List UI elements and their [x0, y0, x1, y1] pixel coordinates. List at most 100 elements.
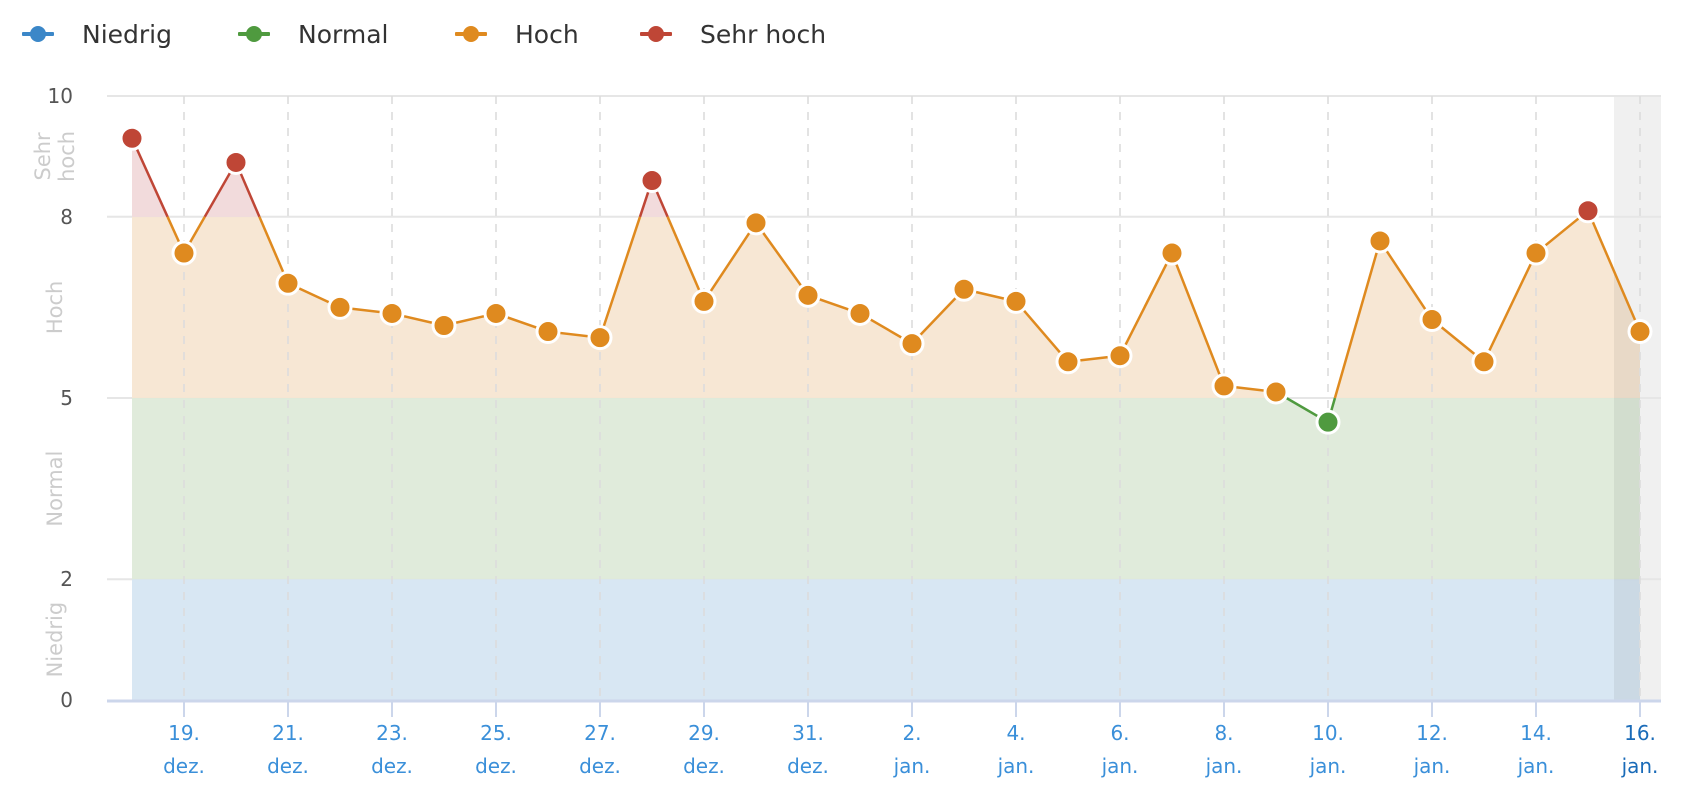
- series-line: [1333, 240, 1382, 399]
- data-point-marker[interactable]: [327, 294, 353, 320]
- data-point-marker[interactable]: [1523, 240, 1549, 266]
- legend-item-sehr-hoch[interactable]: Sehr hoch: [640, 14, 826, 54]
- series-line: [1170, 252, 1226, 387]
- x-tick-label[interactable]: dez.: [683, 754, 725, 778]
- data-point-marker[interactable]: [1627, 319, 1653, 345]
- y-tick-label: 10: [48, 84, 73, 108]
- x-tick-label[interactable]: 16.: [1624, 721, 1656, 745]
- x-tick-label[interactable]: jan.: [1621, 754, 1659, 778]
- series-line: [598, 216, 642, 338]
- x-tick-label[interactable]: 4.: [1006, 721, 1025, 745]
- x-tick-label[interactable]: dez.: [787, 754, 829, 778]
- band-label-very_high: Sehr: [31, 132, 55, 181]
- series-line: [702, 222, 758, 303]
- data-point-marker[interactable]: [1471, 349, 1497, 375]
- data-point-marker[interactable]: [587, 325, 613, 351]
- data-point-marker[interactable]: [1367, 228, 1393, 254]
- data-point-marker[interactable]: [223, 149, 249, 175]
- data-point-marker[interactable]: [171, 240, 197, 266]
- data-point-marker[interactable]: [431, 313, 457, 339]
- zone-areas: [132, 138, 1640, 700]
- data-point-marker[interactable]: [1211, 373, 1237, 399]
- data-point-marker[interactable]: [1263, 379, 1289, 405]
- x-tick-label[interactable]: jan.: [1205, 754, 1243, 778]
- x-tick-label[interactable]: jan.: [1309, 754, 1347, 778]
- x-tick-label[interactable]: 8.: [1214, 721, 1233, 745]
- legend-label: Normal: [298, 19, 389, 49]
- x-tick-label[interactable]: 27.: [584, 721, 616, 745]
- data-point-marker[interactable]: [1315, 409, 1341, 435]
- data-point-marker[interactable]: [1055, 349, 1081, 375]
- data-point-marker[interactable]: [1159, 240, 1185, 266]
- x-tick-label[interactable]: 23.: [376, 721, 408, 745]
- x-tick-label[interactable]: jan.: [997, 754, 1035, 778]
- legend-item-niedrig[interactable]: Niedrig: [22, 14, 172, 54]
- x-tick-label[interactable]: 29.: [688, 721, 720, 745]
- data-point-marker[interactable]: [1575, 198, 1601, 224]
- data-point-marker[interactable]: [951, 276, 977, 302]
- x-tick-label[interactable]: jan.: [1517, 754, 1555, 778]
- zone-area-very_high: [132, 138, 1640, 217]
- series-line: [754, 222, 810, 297]
- data-point-marker[interactable]: [275, 270, 301, 296]
- x-tick-label[interactable]: jan.: [893, 754, 931, 778]
- band-label-very_high: hoch: [55, 131, 79, 182]
- x-tick-label[interactable]: dez.: [163, 754, 205, 778]
- series-line: [130, 137, 169, 218]
- x-tick-label[interactable]: dez.: [267, 754, 309, 778]
- data-point-marker[interactable]: [535, 319, 561, 345]
- x-tick-label[interactable]: jan.: [1101, 754, 1139, 778]
- x-tick-label[interactable]: dez.: [371, 754, 413, 778]
- legend-label: Niedrig: [82, 19, 172, 49]
- legend-item-hoch[interactable]: Hoch: [455, 14, 579, 54]
- x-tick-label[interactable]: 2.: [902, 721, 921, 745]
- zone-area-normal: [132, 398, 1640, 580]
- data-point-marker[interactable]: [795, 282, 821, 308]
- data-point-marker[interactable]: [691, 288, 717, 314]
- data-point-marker[interactable]: [379, 300, 405, 326]
- data-point-marker[interactable]: [119, 125, 145, 151]
- legend-marker-icon: [22, 26, 54, 42]
- zone-area-low: [132, 579, 1640, 700]
- legend-label: Sehr hoch: [700, 19, 827, 49]
- x-tick-label[interactable]: 14.: [1520, 721, 1552, 745]
- x-tick-label[interactable]: 12.: [1416, 721, 1448, 745]
- x-tick-label[interactable]: 25.: [480, 721, 512, 745]
- data-point-marker[interactable]: [483, 300, 509, 326]
- y-tick-label: 2: [60, 567, 73, 591]
- x-tick-label[interactable]: 19.: [168, 721, 200, 745]
- legend-item-normal[interactable]: Normal: [238, 14, 388, 54]
- x-tick-label[interactable]: 21.: [272, 721, 304, 745]
- series-line: [1378, 240, 1434, 321]
- y-tick-label: 8: [60, 205, 73, 229]
- x-tick-label[interactable]: 6.: [1110, 721, 1129, 745]
- data-point-marker[interactable]: [1419, 306, 1445, 332]
- series-line: [1118, 252, 1174, 357]
- data-point-marker[interactable]: [743, 210, 769, 236]
- series-line: [1589, 216, 1642, 333]
- legend-marker-icon: [238, 26, 270, 42]
- x-tick-label[interactable]: 31.: [792, 721, 824, 745]
- series-line: [1015, 300, 1069, 363]
- series-line: [1482, 252, 1538, 363]
- y-tick-label: 0: [60, 688, 73, 712]
- x-tick-label[interactable]: dez.: [475, 754, 517, 778]
- chart-legend: Niedrig Normal Hoch Sehr hoch: [0, 14, 1000, 54]
- band-label-high: Hoch: [43, 281, 67, 335]
- legend-label: Hoch: [515, 19, 579, 49]
- data-point-marker[interactable]: [1003, 288, 1029, 314]
- x-tick-label[interactable]: 10.: [1312, 721, 1344, 745]
- data-point-marker[interactable]: [639, 168, 665, 194]
- band-label-low: Niedrig: [43, 602, 67, 678]
- legend-marker-icon: [640, 26, 672, 42]
- band-label-normal: Normal: [43, 451, 67, 527]
- x-tick-label[interactable]: jan.: [1413, 754, 1451, 778]
- data-point-marker[interactable]: [899, 331, 925, 357]
- x-tick-label[interactable]: dez.: [579, 754, 621, 778]
- y-tick-label: 5: [60, 386, 73, 410]
- series-line: [666, 216, 706, 302]
- data-point-marker[interactable]: [847, 300, 873, 326]
- legend-marker-icon: [455, 26, 487, 42]
- data-point-marker[interactable]: [1107, 343, 1133, 369]
